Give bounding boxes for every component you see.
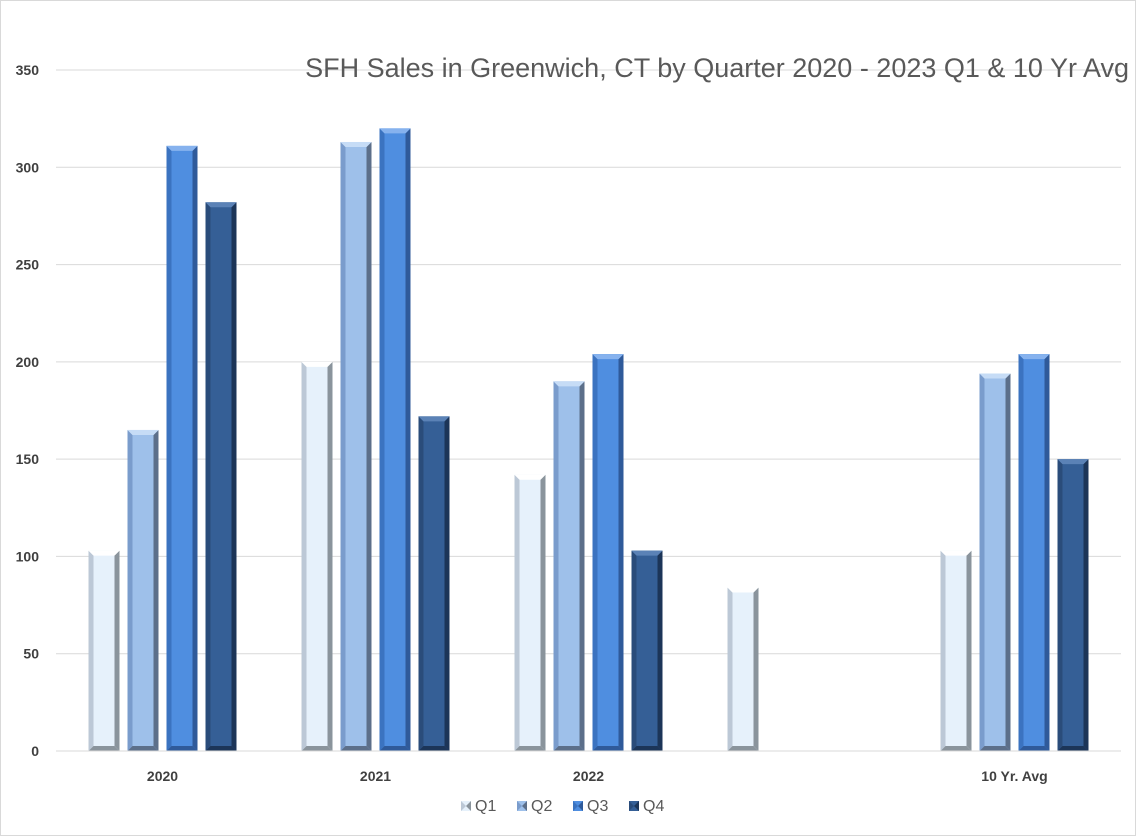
bar-q1 — [940, 550, 972, 751]
legend-item-q3: Q3 — [573, 798, 608, 815]
x-tick-label: 2020 — [147, 768, 178, 784]
legend-label: Q1 — [475, 798, 496, 815]
legend-label: Q2 — [531, 798, 552, 815]
bar-q2 — [127, 429, 159, 751]
bar-q1 — [727, 587, 759, 751]
bar-q1 — [88, 550, 120, 751]
bar-q4 — [205, 202, 237, 751]
bar-q3 — [592, 354, 624, 751]
y-tick-label: 200 — [16, 354, 40, 370]
legend-item-q4: Q4 — [629, 798, 664, 815]
y-tick-label: 350 — [16, 62, 40, 78]
bar-q3 — [379, 128, 411, 751]
bar-q2 — [979, 373, 1011, 751]
y-tick-label: 50 — [23, 646, 39, 662]
y-axis-ticks: 0 50 100 150 200 250 300 350 — [16, 62, 40, 759]
bar-q1 — [301, 361, 333, 751]
legend-label: Q3 — [587, 798, 608, 815]
x-axis-ticks: 2020 2021 2022 10 Yr. Avg — [147, 768, 1048, 784]
legend: Q1 Q2 Q3 Q4 — [461, 798, 664, 815]
bar-q3 — [166, 145, 198, 751]
legend-item-q2: Q2 — [517, 798, 552, 815]
x-tick-label: 10 Yr. Avg — [981, 768, 1047, 784]
bar-q1 — [514, 474, 546, 751]
y-tick-label: 250 — [16, 257, 40, 273]
bar-q4 — [631, 550, 663, 751]
bar-q3 — [1018, 354, 1050, 751]
bars — [88, 128, 1089, 751]
bar-q4 — [1057, 459, 1089, 751]
bar-q2 — [553, 381, 585, 751]
bar-q4 — [418, 416, 450, 751]
chart-title: SFH Sales in Greenwich, CT by Quarter 20… — [305, 53, 1129, 83]
x-tick-label: 2022 — [573, 768, 604, 784]
legend-item-q1: Q1 — [461, 798, 496, 815]
x-tick-label: 2021 — [360, 768, 391, 784]
y-tick-label: 150 — [16, 451, 40, 467]
legend-label: Q4 — [643, 798, 664, 815]
bar-q2 — [340, 141, 372, 751]
y-tick-label: 300 — [16, 159, 40, 175]
y-tick-label: 0 — [31, 743, 39, 759]
y-tick-label: 100 — [16, 548, 40, 564]
